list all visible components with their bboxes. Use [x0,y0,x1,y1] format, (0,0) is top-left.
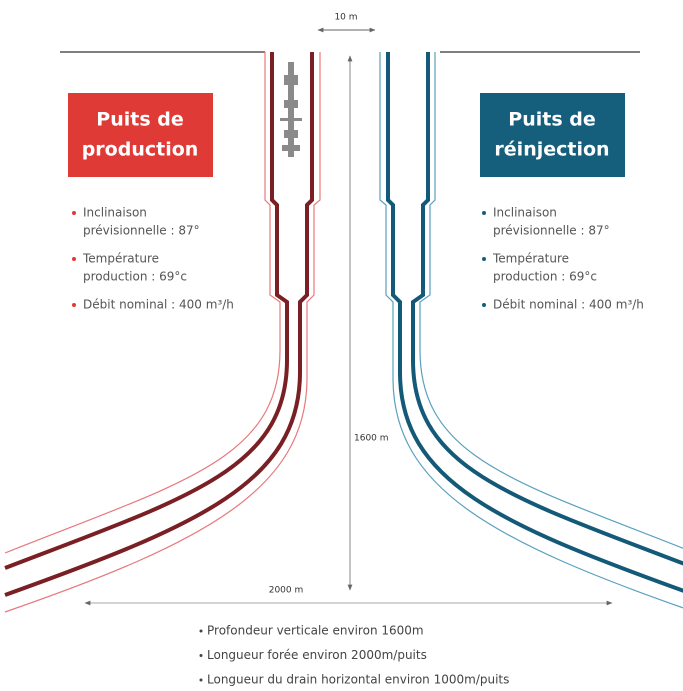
production-well-shape [4,52,321,613]
info-text: Débit nominal : 400 m³/h [83,298,234,312]
note-text: Profondeur verticale environ 1600m [207,624,424,638]
box-title: Puits de [96,109,183,131]
info-text: production : 69°c [83,270,187,284]
bullet-dot [72,211,76,215]
reinjection-box [480,93,625,177]
bullet-dot [482,211,486,215]
info-text: Température [492,252,569,266]
bullet-dot [482,303,486,307]
bullet-dot [72,257,76,261]
casing-inner [4,52,289,570]
casing-outer [4,52,321,613]
info-text: Inclinaison [83,206,147,220]
casing-outer [419,52,683,549]
info-text: Température [82,252,159,266]
note-text: Longueur du drain horizontal environ 100… [207,673,509,687]
info-text: Débit nominal : 400 m³/h [493,298,644,312]
casing-outer [379,52,683,609]
note-dot [199,678,203,682]
note-text: Longueur forée environ 2000m/puits [207,648,427,662]
casing-inner [4,52,314,597]
info-text: Inclinaison [493,206,557,220]
bullet-dot [482,257,486,261]
horizontal-label: 2000 m [269,586,304,596]
casing-outer [4,52,281,554]
casing-inner [386,52,683,593]
note-dot [199,629,203,633]
casing-inner [411,52,683,566]
depth-label: 1600 m [354,434,389,444]
note-dot [199,654,203,657]
width-label: 10 m [334,13,357,23]
box-title: réinjection [494,139,609,161]
box-title: production [82,139,199,161]
reinjection-well-shape [379,52,683,609]
info-text: prévisionnelle : 87° [493,224,610,238]
production-box [68,93,213,177]
bullet-dot [72,303,76,307]
info-text: prévisionnelle : 87° [83,224,200,238]
box-title: Puits de [508,109,595,131]
info-text: production : 69°c [493,270,597,284]
pump-icon [280,62,302,157]
